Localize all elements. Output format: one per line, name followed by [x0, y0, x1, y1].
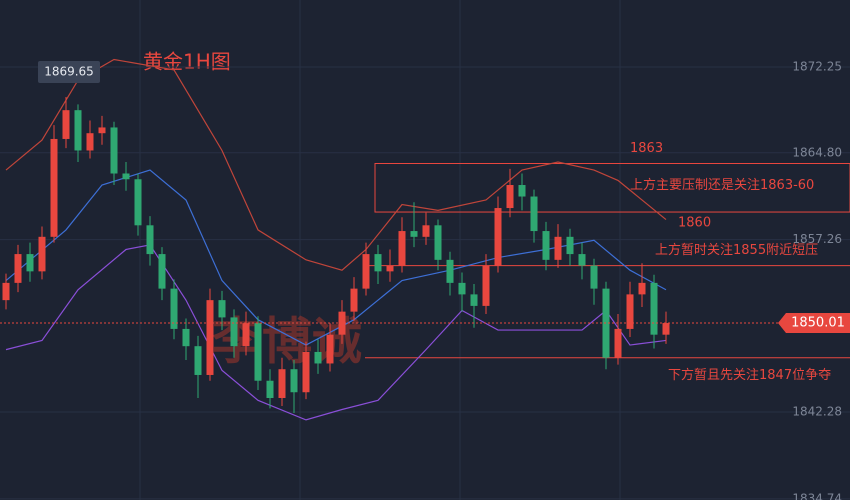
- candle-body: [530, 196, 538, 232]
- candle-body: [326, 334, 334, 364]
- candle-body: [110, 127, 118, 174]
- candle-body: [50, 138, 58, 237]
- candle-body: [146, 225, 154, 255]
- current-price-label: 1850.01: [791, 316, 845, 331]
- high-label: 1869.65: [44, 64, 94, 78]
- y-tick-label: 1834.74: [792, 491, 842, 500]
- candle-body: [14, 254, 22, 283]
- y-tick-label: 1872.25: [792, 60, 842, 74]
- candle-body: [494, 208, 502, 266]
- candle-body: [86, 133, 94, 151]
- zone-text: 上方主要压制还是关注1863-60: [630, 177, 814, 193]
- level-text: 上方暂时关注1855附近短压: [655, 242, 818, 258]
- candle-body: [98, 127, 106, 134]
- zone-bottom-label: 1860: [678, 216, 711, 231]
- candle-body: [314, 351, 322, 364]
- candle-body: [290, 369, 298, 393]
- candle-body: [410, 231, 418, 237]
- candle-body: [446, 259, 454, 283]
- y-tick-label: 1842.28: [792, 405, 842, 419]
- candle-body: [578, 254, 586, 266]
- candle-body: [374, 254, 382, 272]
- candle-body: [38, 236, 46, 272]
- candle-body: [506, 185, 514, 209]
- candle-body: [422, 225, 430, 237]
- candle-body: [26, 254, 34, 272]
- candle-body: [230, 317, 238, 347]
- candle-body: [482, 265, 490, 306]
- candle-body: [122, 173, 130, 180]
- candle-body: [386, 265, 394, 272]
- candle-body: [362, 254, 370, 289]
- candle-body: [434, 225, 442, 260]
- candle-body: [518, 185, 526, 197]
- candle-body: [614, 328, 622, 358]
- level-text: 下方暂且先关注1847位争夺: [668, 367, 831, 383]
- zone-top-label: 1863: [630, 141, 663, 156]
- candle-body: [350, 288, 358, 312]
- candle-body: [254, 323, 262, 381]
- y-tick-label: 1864.80: [792, 145, 842, 159]
- candle-body: [134, 179, 142, 226]
- candle-body: [62, 110, 70, 139]
- current-price-tag: [778, 313, 850, 334]
- band-line: [5, 244, 667, 421]
- candle-body: [662, 323, 670, 335]
- candle-body: [158, 254, 166, 289]
- candle-body: [182, 328, 190, 347]
- candle-body: [206, 300, 214, 375]
- candle-body: [566, 236, 574, 255]
- candle-body: [242, 323, 250, 347]
- candle-body: [458, 282, 466, 295]
- resistance-zone: [374, 162, 850, 213]
- candle-body: [650, 282, 658, 335]
- candle-body: [398, 231, 406, 266]
- candle-body: [590, 265, 598, 289]
- candle-body: [638, 282, 646, 295]
- candle-body: [626, 294, 634, 329]
- candle-body: [2, 282, 10, 301]
- y-tick-label: 1857.26: [792, 232, 842, 246]
- candle-body: [218, 300, 226, 318]
- background-grid: [139, 0, 621, 500]
- chart-title: 黄金1H图: [143, 50, 231, 74]
- candle-body: [194, 346, 202, 375]
- candle-body: [554, 236, 562, 260]
- candle-body: [170, 288, 178, 329]
- candle-body: [302, 351, 310, 393]
- candle-body: [542, 231, 550, 260]
- candle-body: [278, 369, 286, 398]
- candle-body: [266, 380, 274, 398]
- candle-body: [470, 294, 478, 306]
- high-label-box: [38, 60, 100, 83]
- candle-body: [74, 110, 82, 151]
- band-line: [5, 58, 667, 271]
